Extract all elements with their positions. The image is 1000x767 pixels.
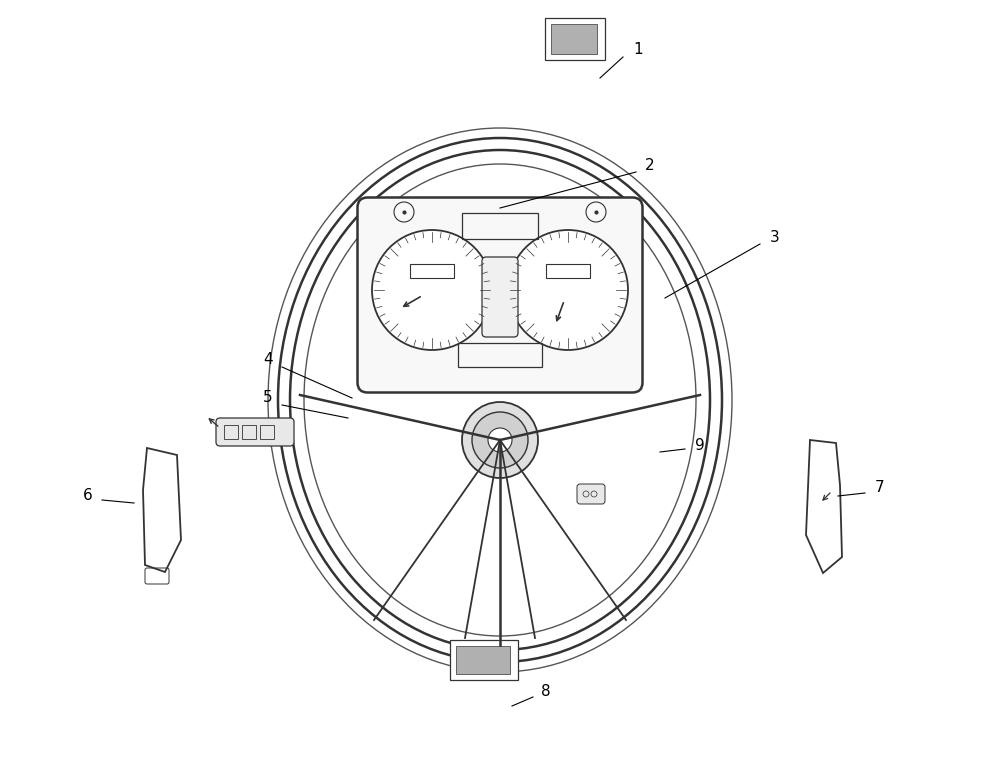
Text: 2: 2 — [645, 157, 655, 173]
Text: 6: 6 — [83, 488, 93, 502]
Text: 8: 8 — [541, 684, 551, 700]
Circle shape — [372, 230, 492, 350]
FancyBboxPatch shape — [216, 418, 294, 446]
Text: 3: 3 — [770, 231, 780, 245]
Bar — [224, 425, 238, 439]
Polygon shape — [806, 440, 842, 573]
Bar — [551, 24, 597, 54]
Text: 4: 4 — [263, 353, 273, 367]
Circle shape — [462, 402, 538, 478]
FancyBboxPatch shape — [358, 197, 642, 393]
Bar — [450, 640, 518, 680]
FancyBboxPatch shape — [577, 484, 605, 504]
Bar — [242, 425, 256, 439]
Bar — [458, 343, 542, 367]
Text: 1: 1 — [633, 42, 643, 58]
Circle shape — [508, 230, 628, 350]
Bar — [545, 18, 605, 60]
Bar — [260, 425, 274, 439]
Circle shape — [472, 412, 528, 468]
Text: 5: 5 — [263, 390, 273, 406]
Polygon shape — [143, 448, 181, 572]
FancyBboxPatch shape — [482, 257, 518, 337]
Circle shape — [488, 428, 512, 452]
Bar — [546, 264, 590, 278]
Text: 7: 7 — [875, 480, 885, 495]
Bar — [456, 646, 510, 674]
Bar — [462, 213, 538, 239]
Text: 9: 9 — [695, 437, 705, 453]
Bar — [410, 264, 454, 278]
